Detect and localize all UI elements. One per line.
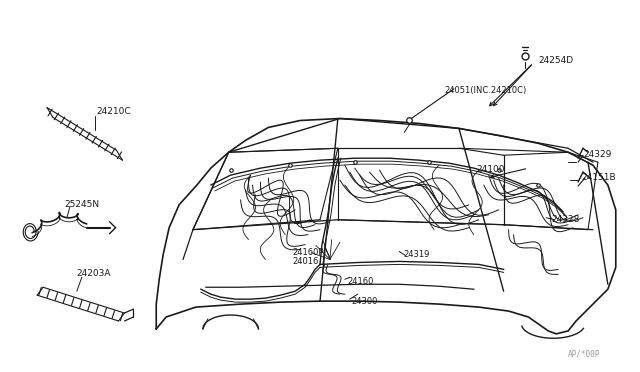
Text: 24328: 24328 bbox=[551, 215, 580, 224]
Text: 24210C: 24210C bbox=[97, 107, 131, 116]
Text: 24160P: 24160P bbox=[292, 247, 324, 257]
Text: 24254D: 24254D bbox=[538, 56, 573, 65]
Text: 24329: 24329 bbox=[583, 150, 611, 159]
Text: 24100: 24100 bbox=[477, 165, 506, 174]
Text: 24051(INC.24210C): 24051(INC.24210C) bbox=[444, 86, 526, 95]
Text: AP/*00P: AP/*00P bbox=[568, 350, 600, 359]
Text: 24016: 24016 bbox=[292, 257, 319, 266]
Text: 24160: 24160 bbox=[348, 277, 374, 286]
Text: 24319: 24319 bbox=[403, 250, 429, 259]
Text: 25245N: 25245N bbox=[64, 200, 99, 209]
Text: 24203A: 24203A bbox=[77, 269, 111, 278]
Text: 24151B: 24151B bbox=[581, 173, 616, 182]
Text: 24300: 24300 bbox=[352, 297, 378, 306]
